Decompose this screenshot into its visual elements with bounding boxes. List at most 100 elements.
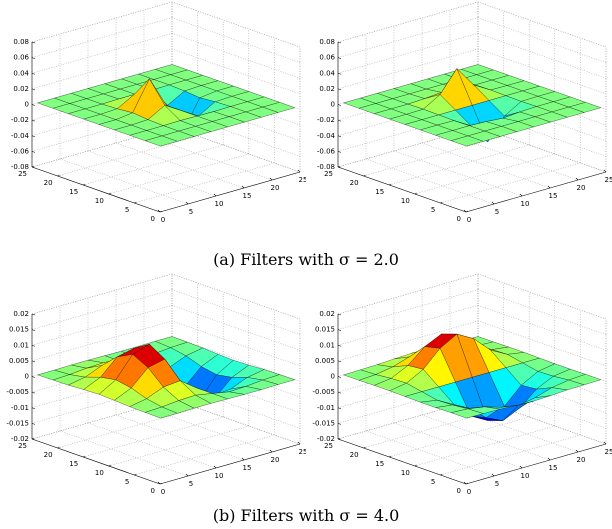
z-tick-label: 0.08: [319, 38, 335, 46]
z-tick-label: 0.04: [13, 69, 29, 77]
tick-mark: [31, 313, 36, 316]
tick-mark: [337, 423, 342, 425]
tick-mark: [337, 72, 342, 75]
tick-mark: [31, 119, 36, 122]
grid-line: [337, 273, 479, 315]
tick-mark: [337, 151, 342, 153]
tick-mark: [213, 465, 217, 469]
grid-line: [31, 111, 173, 152]
grid-line: [337, 289, 479, 330]
y-tick-label: 20: [350, 451, 359, 459]
y-tick-label: 15: [375, 188, 384, 196]
grid-line: [57, 135, 198, 177]
x-tick-label: 15: [549, 192, 558, 200]
tick-mark: [519, 193, 523, 197]
grid-line: [57, 407, 198, 449]
z-tick-label: -0.015: [6, 419, 29, 427]
z-tick-label: -0.08: [317, 163, 335, 171]
x-tick-label: 25: [299, 448, 306, 456]
tick-mark: [337, 360, 342, 363]
z-tick-label: 0: [331, 101, 335, 109]
axis-line: [159, 443, 301, 485]
axis-line: [159, 171, 301, 213]
grid-line: [337, 398, 479, 440]
y-tick-label: 20: [44, 451, 53, 459]
axis-line: [31, 438, 161, 485]
tick-mark: [31, 88, 36, 91]
z-tick-label: 0: [25, 373, 29, 381]
grid-line: [414, 153, 555, 195]
x-tick-label: 20: [577, 456, 586, 464]
y-tick-label: 5: [125, 478, 129, 486]
tick-mark: [31, 57, 36, 59]
z-tick-label: -0.04: [11, 132, 30, 140]
x-tick-label: 5: [189, 480, 193, 488]
grid-line: [337, 33, 479, 74]
x-tick-label: 5: [189, 208, 193, 216]
grid-line: [440, 162, 581, 204]
grid-line: [477, 33, 607, 79]
y-tick-label: 5: [431, 206, 435, 214]
surface-patch: [450, 135, 484, 147]
x-tick-label: 25: [605, 448, 612, 456]
tick-mark: [337, 329, 342, 331]
grid-line: [337, 305, 479, 346]
grid-line: [171, 289, 301, 335]
z-tick-label: 0.04: [319, 69, 335, 77]
axis-line: [465, 171, 607, 213]
grid-line: [337, 320, 479, 362]
y-tick-label: 25: [324, 170, 333, 178]
x-tick-label: 15: [243, 192, 252, 200]
x-tick-label: 10: [521, 200, 530, 208]
z-tick-label: 0.015: [9, 326, 29, 334]
grid-line: [115, 414, 245, 461]
axis-line: [337, 438, 467, 485]
z-tick-label: -0.015: [312, 419, 335, 427]
z-tick-label: 0.08: [13, 38, 29, 46]
z-tick-label: -0.06: [317, 147, 336, 155]
grid-line: [337, 126, 479, 168]
grid-line: [477, 305, 607, 351]
grid-line: [31, 48, 173, 90]
grid-line: [108, 153, 249, 195]
grid-line: [389, 416, 530, 458]
surface-plot: -0.08 -0.06 -0.04 -0.02 0 0.02 0.04 0.06 0.08 0 5 1…: [317, 1, 612, 224]
tick-mark: [491, 201, 495, 205]
caption: (a) Filters with σ = 2.0: [213, 250, 399, 269]
x-tick-label: 10: [521, 472, 530, 480]
y-tick-label: 0: [457, 215, 461, 223]
tick-mark: [575, 449, 579, 453]
grid-line: [337, 17, 479, 58]
y-tick-label: 10: [401, 197, 410, 205]
grid-line: [363, 135, 504, 177]
y-tick-label: 10: [95, 469, 104, 477]
surface-patch: [450, 408, 484, 419]
surface-patch: [144, 406, 178, 419]
tick-mark: [337, 57, 342, 59]
grid-line: [31, 305, 173, 346]
tick-mark: [337, 104, 342, 106]
x-tick-label: 0: [467, 216, 471, 224]
y-tick-label: 0: [151, 487, 155, 495]
grid-line: [171, 1, 301, 48]
grid-line: [477, 48, 607, 95]
tick-mark: [337, 88, 342, 91]
grid-line: [477, 320, 607, 367]
grid-line: [87, 422, 217, 469]
z-tick-label: 0.02: [13, 310, 29, 318]
grid-line: [365, 158, 495, 205]
tick-mark: [31, 407, 36, 410]
tick-mark: [31, 151, 36, 153]
grid-line: [337, 383, 479, 424]
grid-line: [421, 414, 551, 461]
x-tick-label: 20: [577, 184, 586, 192]
z-tick-label: -0.005: [6, 388, 29, 396]
grid-line: [171, 48, 301, 95]
grid-line: [393, 150, 523, 197]
y-tick-label: 5: [431, 478, 435, 486]
y-tick-label: 20: [350, 179, 359, 187]
grid-line: [477, 1, 607, 48]
grid-line: [31, 398, 173, 440]
grid-line: [337, 1, 479, 43]
x-tick-label: 15: [549, 464, 558, 472]
